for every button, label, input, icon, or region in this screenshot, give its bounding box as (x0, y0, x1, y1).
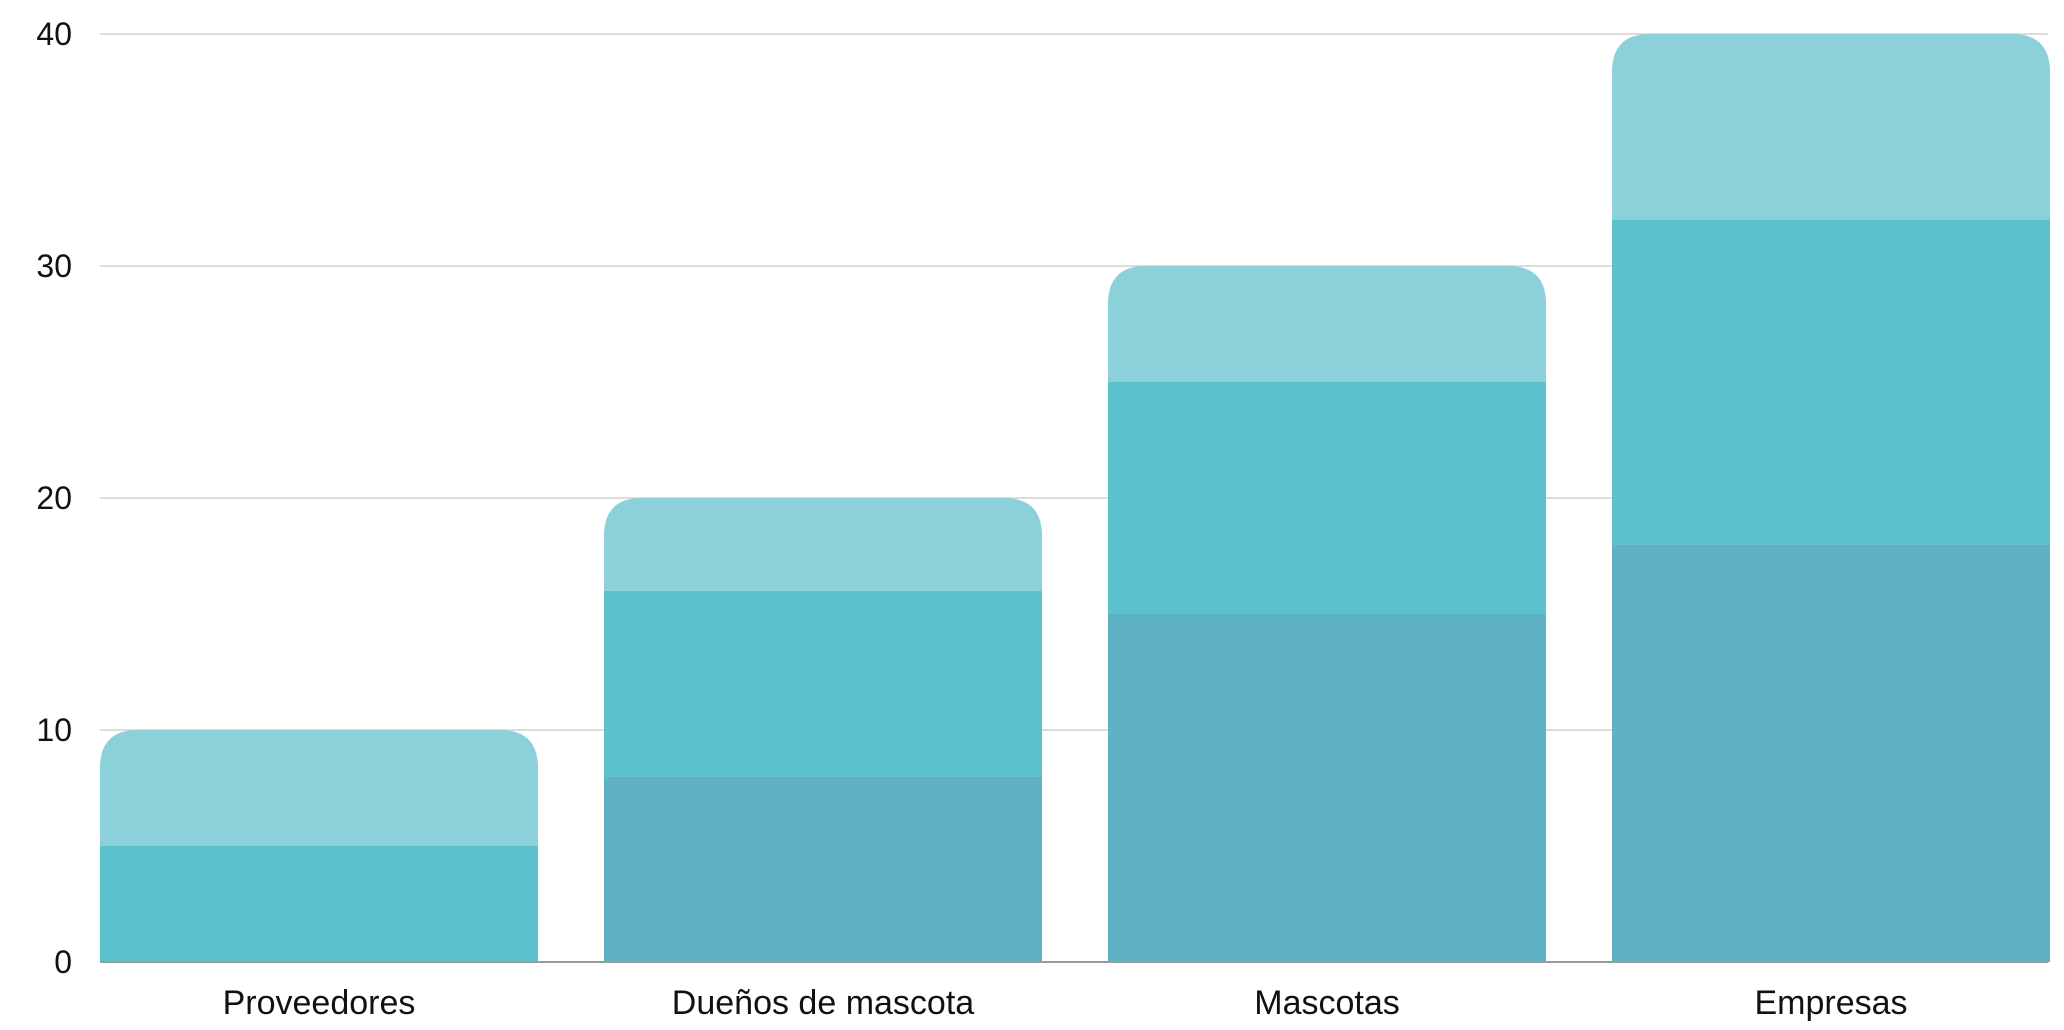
bar-segment-2-proveedores (100, 846, 538, 962)
bar-segment-3-mascotas (1108, 266, 1546, 382)
x-category-label: Mascotas (1254, 984, 1400, 1022)
bars (100, 34, 2050, 962)
y-tick-label: 0 (54, 944, 72, 980)
x-category-label: Proveedores (223, 984, 416, 1022)
y-axis-tick-labels: 0 10 20 30 40 (36, 16, 72, 980)
y-tick-label: 20 (36, 480, 72, 516)
bar-segment-2-dueños-de-mascota (604, 590, 1042, 777)
bar-segment-1-empresas (1612, 544, 2050, 962)
x-category-label: Empresas (1754, 984, 1907, 1022)
bar-segment-2-empresas (1612, 219, 2050, 545)
bar-segment-2-mascotas (1108, 382, 1546, 614)
bar-segment-3-proveedores (100, 730, 538, 846)
bar-segment-1-mascotas (1108, 614, 1546, 962)
y-tick-label: 30 (36, 248, 72, 284)
bar-segment-3-empresas (1612, 34, 2050, 220)
x-category-label: Dueños de mascota (672, 984, 974, 1022)
bar-segment-1-dueños-de-mascota (604, 776, 1042, 962)
y-tick-label: 10 (36, 712, 72, 748)
y-tick-label: 40 (36, 16, 72, 52)
x-axis-category-labels: Proveedores Dueños de mascota Mascotas Empr… (223, 984, 1908, 1022)
bar-segment-3-dueños-de-mascota (604, 498, 1042, 591)
